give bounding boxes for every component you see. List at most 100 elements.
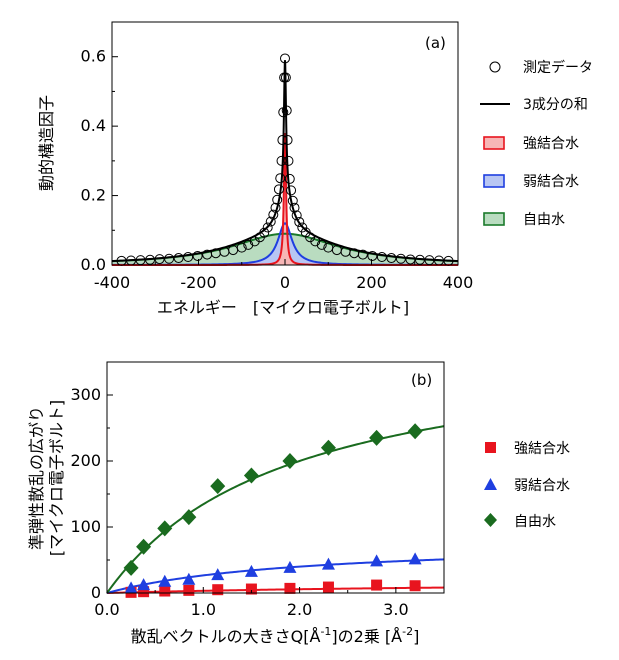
weak-bound-water-point <box>321 557 335 570</box>
measured-data-point <box>357 249 368 260</box>
measured-data-point <box>275 173 286 184</box>
weak-bound-water-point <box>182 572 196 585</box>
measured-data-point <box>265 216 276 227</box>
panel-b-frame <box>106 361 445 594</box>
panel-b-x-axis-label: 散乱ベクトルの大きさQ[Å-1]の2乗 [Å-2] <box>131 625 420 646</box>
panel-b-x-tick-label: 3.0 <box>383 600 408 619</box>
panel-a-legend: 測定データ 3成分の和 強結合水 弱結合水 自由水 <box>480 59 593 228</box>
legend-strong-label: 強結合水 <box>523 136 579 152</box>
panel-b-x-tick-label: 1.0 <box>191 600 216 619</box>
panel-b-legend: 強結合水 弱結合水 自由水 <box>484 441 570 530</box>
panel-b-y-tick-label: 100 <box>70 517 101 536</box>
measured-data-point <box>164 253 175 264</box>
legend-weak-label: 弱結合水 <box>514 478 570 494</box>
strong-bound-water-point <box>284 582 296 594</box>
panel-a-x-tick-label: 0 <box>280 273 290 292</box>
free-water-point <box>210 478 226 495</box>
measured-data-point <box>294 216 305 227</box>
legend-free-label: 自由水 <box>514 514 556 530</box>
panel-a-y-tick-label: 0.0 <box>81 255 106 274</box>
weak-bound-water-point <box>137 578 151 591</box>
weak-bound-water-point <box>408 552 422 565</box>
panel-b: (b) 0.0 1.0 2.0 3.0 0 100 200 300 散乱ベクトル… <box>27 361 570 646</box>
panel-a-ticks <box>111 56 459 266</box>
panel-a-x-tick-label: -200 <box>180 273 216 292</box>
strong-bound-water-fit <box>106 586 445 594</box>
measured-data-point <box>192 250 203 261</box>
strong-bound-water-area <box>112 133 458 265</box>
legend-free-swatch <box>483 212 505 226</box>
strong-bound-water-point <box>212 584 224 596</box>
weak-bound-water-point <box>211 568 225 581</box>
panel-b-y-axis-label-line2: [マイクロ電子ボルト] <box>47 400 66 556</box>
measured-data-point <box>183 252 194 263</box>
legend-weak-label: 弱結合水 <box>523 174 579 190</box>
panel-a-y-axis-label: 動的構造因子 <box>37 95 56 191</box>
measured-data-point <box>376 252 387 263</box>
panel-b-ticks <box>106 394 397 594</box>
measured-data-point <box>395 253 406 264</box>
strong-bound-water-point <box>159 585 171 597</box>
panel-b-x-tick-label: 2.0 <box>287 600 312 619</box>
legend-measured-label: 測定データ <box>523 59 593 76</box>
strong-bound-water-point <box>322 581 334 593</box>
measured-data-point <box>173 253 184 264</box>
measured-data-point <box>236 242 247 253</box>
legend-strong-swatch <box>483 136 505 150</box>
panel-b-x-tick-label: 0.0 <box>94 600 119 619</box>
strong-bound-water-point <box>183 584 195 596</box>
panel-a-x-tick-label: 200 <box>356 273 387 292</box>
strong-bound-water-point <box>371 579 383 591</box>
measured-data-point <box>284 173 295 184</box>
measured-data-point <box>386 253 397 264</box>
free-water-point <box>181 509 197 526</box>
measured-data-point <box>367 250 378 261</box>
panel-a-x-tick-label: -400 <box>94 273 130 292</box>
legend-measured-marker <box>489 61 501 73</box>
panel-b-data-points <box>123 423 423 598</box>
panel-b-y-tick-label: 300 <box>70 385 101 404</box>
measured-data-point <box>286 185 297 196</box>
free-water-point <box>407 423 423 440</box>
free-water-point <box>136 538 152 555</box>
free-water-point <box>320 439 336 456</box>
panel-b-y-axis-label-line1: 準弾性散乱の広がり <box>27 406 46 550</box>
measured-data-point <box>243 239 254 250</box>
weak-bound-water-point <box>244 564 258 577</box>
panel-a-fills <box>112 133 458 265</box>
free-water-point <box>157 520 173 537</box>
legend-weak-marker <box>484 478 497 490</box>
legend-free-marker <box>484 513 497 527</box>
legend-free-label: 自由水 <box>523 212 565 228</box>
free-water-point <box>243 467 259 484</box>
panel-a-x-axis-label: エネルギー [マイクロ電子ボルト] <box>157 298 409 317</box>
weak-bound-water-point <box>370 554 384 567</box>
panel-b-label: (b) <box>411 371 432 389</box>
free-water-point <box>282 453 298 469</box>
weak-bound-water-point <box>158 574 172 587</box>
legend-sum-label: 3成分の和 <box>523 97 588 113</box>
measured-data-point <box>283 155 294 166</box>
measured-data-point <box>262 222 273 233</box>
panel-b-y-tick-label: 0 <box>91 583 101 602</box>
panel-a-y-tick-label: 0.2 <box>81 186 106 205</box>
legend-strong-label: 強結合水 <box>514 441 570 457</box>
legend-weak-swatch <box>483 174 505 188</box>
sum-curve <box>111 60 459 263</box>
legend-strong-marker <box>485 442 496 453</box>
measured-data-point <box>276 155 287 166</box>
measured-data-point <box>316 239 327 250</box>
panel-a-label: (a) <box>425 34 446 52</box>
panel-b-y-tick-label: 200 <box>70 451 101 470</box>
panel-a-y-tick-label: 0.4 <box>81 116 106 135</box>
strong-bound-water-point <box>409 580 421 592</box>
measured-data-point <box>273 184 284 195</box>
strong-bound-water-point <box>245 583 257 595</box>
weak-bound-water-point <box>283 560 297 573</box>
strong-bound-water-point <box>138 586 150 598</box>
free-water-point <box>369 429 385 446</box>
panel-b-fit-curves <box>106 425 445 594</box>
free-water-point <box>123 559 139 576</box>
weak-bound-water-point <box>124 581 138 594</box>
